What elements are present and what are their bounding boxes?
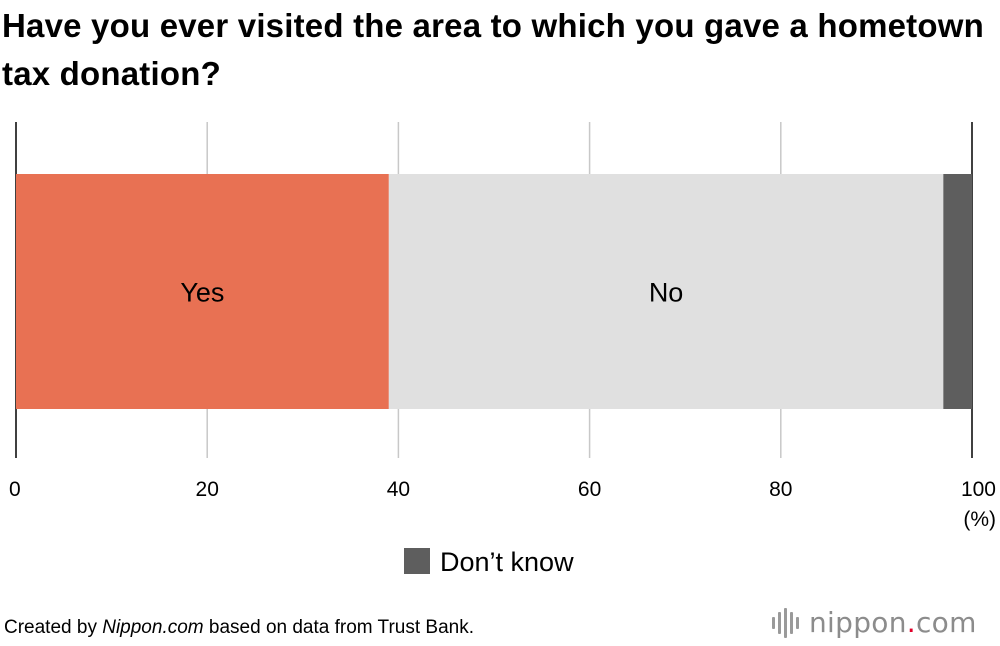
x-tick-label: 0 bbox=[9, 478, 21, 501]
x-tick-label: 100 bbox=[961, 478, 996, 501]
logo-dot: . bbox=[906, 606, 916, 639]
bar-segment-yes bbox=[16, 174, 389, 409]
x-tick-label: 40 bbox=[387, 478, 410, 501]
x-tick-label: 20 bbox=[196, 478, 219, 501]
source-note: Created by Nippon.com based on data from… bbox=[4, 616, 474, 640]
x-tick-label: 80 bbox=[769, 478, 792, 501]
nippon-com-logo: nippon.com bbox=[772, 603, 977, 643]
legend: Don’t know bbox=[404, 547, 574, 577]
bar-segments: Yes No bbox=[16, 174, 972, 409]
source-publisher: Nippon.com bbox=[102, 617, 204, 638]
x-axis: 0 20 40 60 80 100 (%) bbox=[9, 478, 996, 531]
source-prefix: Created by bbox=[4, 617, 103, 638]
bar-label: No bbox=[649, 278, 684, 308]
stacked-bar-chart: Yes No 0 20 40 60 80 100 (%) Don’t know bbox=[9, 122, 996, 577]
x-tick-label: 60 bbox=[578, 478, 601, 501]
logo-tld: com bbox=[915, 606, 977, 639]
legend-swatch bbox=[404, 548, 430, 574]
page-title: Have you ever visited the area to which … bbox=[2, 7, 984, 92]
logo-name: nippon bbox=[809, 606, 907, 639]
bar-segment-don-t-know bbox=[943, 174, 972, 409]
legend-label: Don’t know bbox=[440, 547, 574, 577]
logo-wordmark: nippon.com bbox=[809, 603, 977, 643]
source-suffix: based on data from Trust Bank. bbox=[203, 617, 474, 638]
logo-bars-icon bbox=[772, 608, 799, 638]
bar-segment-no bbox=[388, 174, 944, 409]
x-axis-unit: (%) bbox=[963, 508, 996, 531]
bar-label: Yes bbox=[180, 278, 224, 308]
